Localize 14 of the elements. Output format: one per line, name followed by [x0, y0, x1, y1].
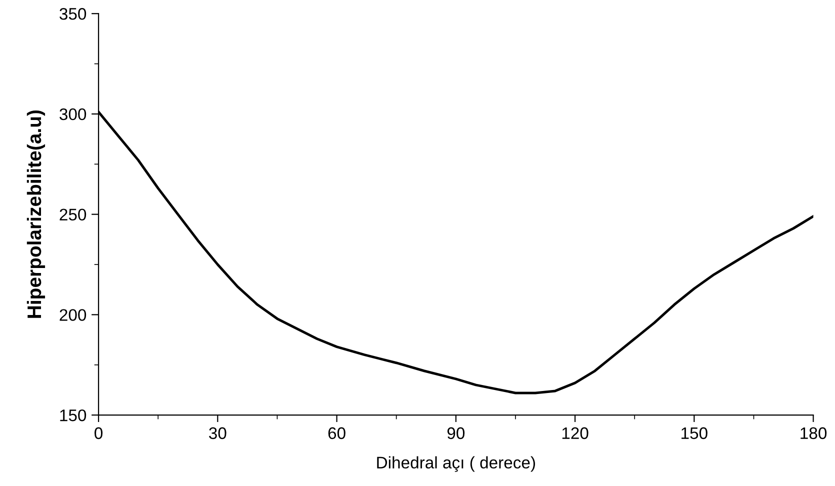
y-axis-title: Hiperpolarizebilite(a.u) — [26, 110, 46, 318]
x-tick-label: 90 — [447, 427, 465, 440]
x-tick-label: 150 — [682, 427, 708, 440]
y-tick-label: 150 — [60, 409, 86, 422]
x-tick-label: 180 — [800, 427, 827, 440]
y-tick-label: 200 — [60, 309, 86, 321]
y-tick-label: 350 — [60, 8, 86, 20]
x-tick-label: 60 — [328, 427, 346, 440]
x-tick-label: 120 — [562, 427, 588, 440]
y-tick-label: 300 — [60, 108, 86, 120]
x-tick-label: 30 — [209, 427, 226, 440]
y-tick-label: 250 — [60, 208, 86, 221]
x-axis-title: Dihedral açı ( derece) — [377, 456, 536, 472]
x-tick-label: 0 — [94, 427, 103, 440]
